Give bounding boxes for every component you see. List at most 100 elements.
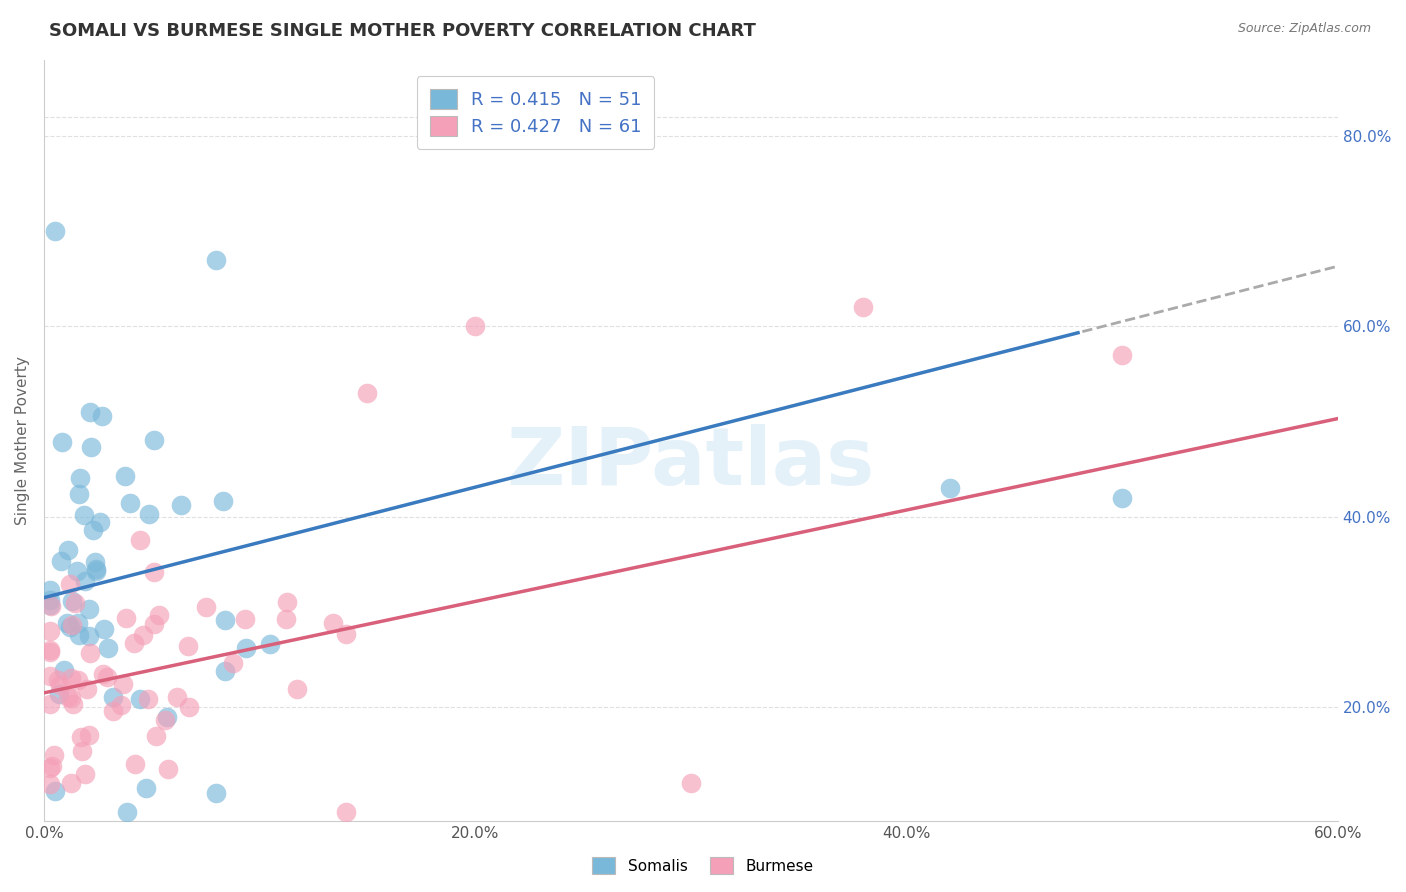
Point [75, 574, 97, 589]
Point [39, 598, 62, 612]
Point [205, 252, 228, 267]
Point [117, 805, 139, 819]
Point [79, 405, 101, 419]
Point [136, 692, 159, 706]
Point [60, 776, 83, 790]
Point [214, 613, 236, 627]
Point [157, 762, 180, 776]
Point [132, 628, 155, 642]
Point [69, 470, 91, 484]
Point [110, 698, 132, 712]
Point [39, 593, 62, 607]
Point [322, 615, 344, 630]
Point [70, 731, 93, 745]
Point [75, 767, 97, 781]
Point [56, 690, 79, 704]
Point [39, 599, 62, 613]
Y-axis label: Single Mother Poverty: Single Mother Poverty [15, 356, 30, 525]
Point [48, 687, 70, 701]
Point [235, 641, 257, 656]
Point [138, 507, 160, 521]
Point [97, 640, 120, 655]
Point [67, 673, 90, 688]
Point [46, 673, 69, 688]
Point [39, 777, 62, 791]
Point [156, 710, 179, 724]
Point [89, 515, 111, 529]
Point [276, 612, 298, 626]
Point [96, 670, 118, 684]
Point [86, 562, 108, 576]
Point [122, 636, 145, 650]
Point [83, 555, 105, 569]
Point [166, 690, 188, 704]
Point [73, 508, 96, 523]
Point [51, 434, 73, 449]
Point [79, 602, 101, 616]
Point [60, 618, 83, 632]
Point [335, 805, 357, 819]
Point [93, 622, 115, 636]
Point [39, 697, 62, 711]
Point [205, 786, 228, 800]
Point [39, 669, 62, 683]
Point [143, 617, 166, 632]
Point [101, 690, 124, 705]
Point [79, 646, 101, 660]
Point [91, 667, 114, 681]
Point [143, 566, 166, 580]
Point [41, 759, 63, 773]
Legend: R = 0.415   N = 51, R = 0.427   N = 61: R = 0.415 N = 51, R = 0.427 N = 61 [416, 76, 654, 149]
Point [276, 595, 298, 609]
Point [82, 523, 104, 537]
Point [52, 663, 75, 677]
Point [65, 596, 87, 610]
Legend: Somalis, Burmese: Somalis, Burmese [586, 851, 820, 880]
Point [77, 728, 100, 742]
Point [285, 682, 308, 697]
Point [259, 637, 281, 651]
Point [679, 776, 702, 790]
Point [145, 729, 167, 743]
Point [153, 713, 176, 727]
Point [60, 690, 83, 705]
Point [114, 611, 136, 625]
Point [101, 704, 124, 718]
Point [67, 615, 90, 630]
Point [1111, 491, 1133, 505]
Point [195, 600, 218, 615]
Point [39, 761, 62, 775]
Point [170, 499, 193, 513]
Point [67, 628, 90, 642]
Point [111, 677, 134, 691]
Point [1111, 348, 1133, 362]
Point [49, 678, 72, 692]
Point [114, 469, 136, 483]
Point [51, 554, 73, 568]
Point [938, 481, 960, 495]
Point [42, 748, 65, 763]
Point [44, 224, 66, 238]
Point [143, 433, 166, 447]
Point [59, 577, 82, 591]
Point [39, 624, 62, 639]
Point [56, 615, 79, 630]
Point [124, 756, 146, 771]
Point [852, 300, 875, 314]
Point [221, 656, 243, 670]
Point [356, 385, 378, 400]
Point [135, 781, 157, 796]
Point [128, 691, 150, 706]
Point [129, 533, 152, 548]
Point [233, 612, 256, 626]
Point [66, 564, 89, 578]
Point [76, 681, 98, 696]
Point [464, 319, 486, 334]
Point [84, 565, 107, 579]
Point [70, 744, 93, 758]
Point [148, 607, 170, 622]
Point [39, 642, 62, 657]
Point [60, 671, 83, 685]
Point [58, 620, 80, 634]
Point [177, 699, 200, 714]
